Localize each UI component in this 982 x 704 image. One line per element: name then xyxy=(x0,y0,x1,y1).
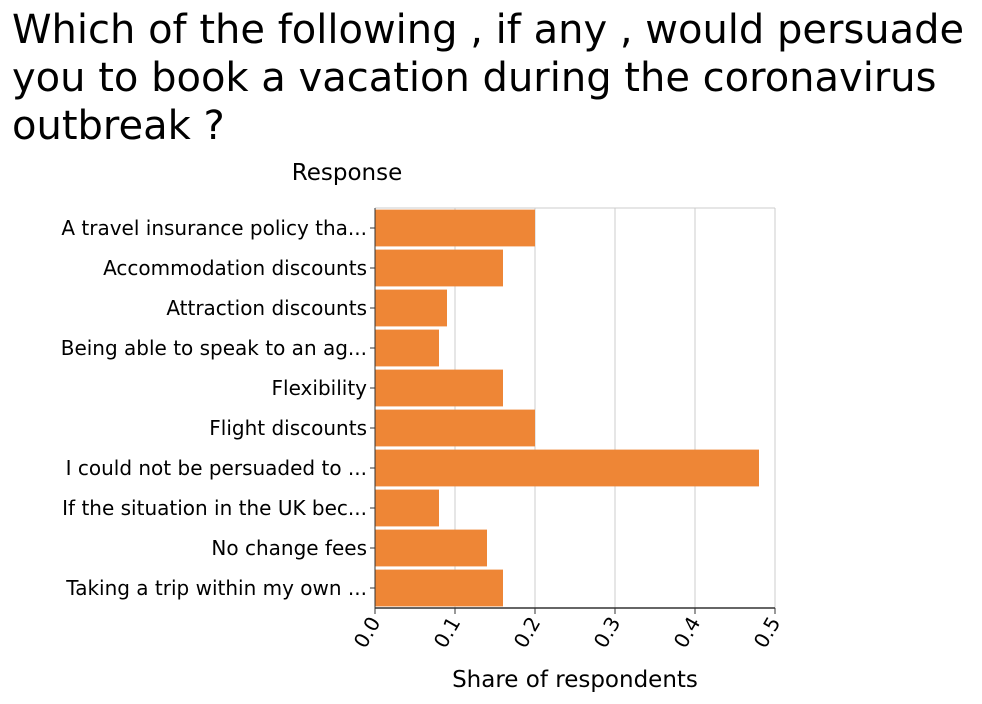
category-label: Flight discounts xyxy=(209,416,367,440)
x-tick-label: 0.2 xyxy=(509,613,546,653)
x-tick-label: 0.3 xyxy=(589,613,626,653)
bar xyxy=(375,449,759,487)
bar xyxy=(375,249,503,287)
category-label: Accommodation discounts xyxy=(103,256,367,280)
category-label: Flexibility xyxy=(272,376,368,400)
x-axis-title: Share of respondents xyxy=(452,667,698,693)
x-tick-label: 0.4 xyxy=(669,613,706,653)
bar xyxy=(375,409,535,447)
bar xyxy=(375,489,439,527)
bar xyxy=(375,289,447,327)
bar xyxy=(375,529,487,567)
x-tick-label: 0.0 xyxy=(349,613,386,653)
category-label: No change fees xyxy=(211,536,367,560)
category-label: If the situation in the UK bec... xyxy=(62,496,367,520)
category-label: I could not be persuaded to ... xyxy=(66,456,367,480)
category-label: Attraction discounts xyxy=(166,296,367,320)
bar xyxy=(375,569,503,607)
category-label: A travel insurance policy tha... xyxy=(61,216,367,240)
category-label: Being able to speak to an ag... xyxy=(61,336,367,360)
bar xyxy=(375,329,439,367)
category-label: Taking a trip within my own ... xyxy=(65,576,367,600)
x-tick-label: 0.1 xyxy=(429,613,466,653)
chart-title: Which of the following , if any , would … xyxy=(12,7,965,149)
bar xyxy=(375,209,535,247)
category-labels: A travel insurance policy tha... Accommod… xyxy=(61,216,367,600)
y-axis-title: Response xyxy=(292,160,402,186)
bars xyxy=(375,209,759,607)
x-tick-label: 0.5 xyxy=(749,613,786,653)
bar xyxy=(375,369,503,407)
